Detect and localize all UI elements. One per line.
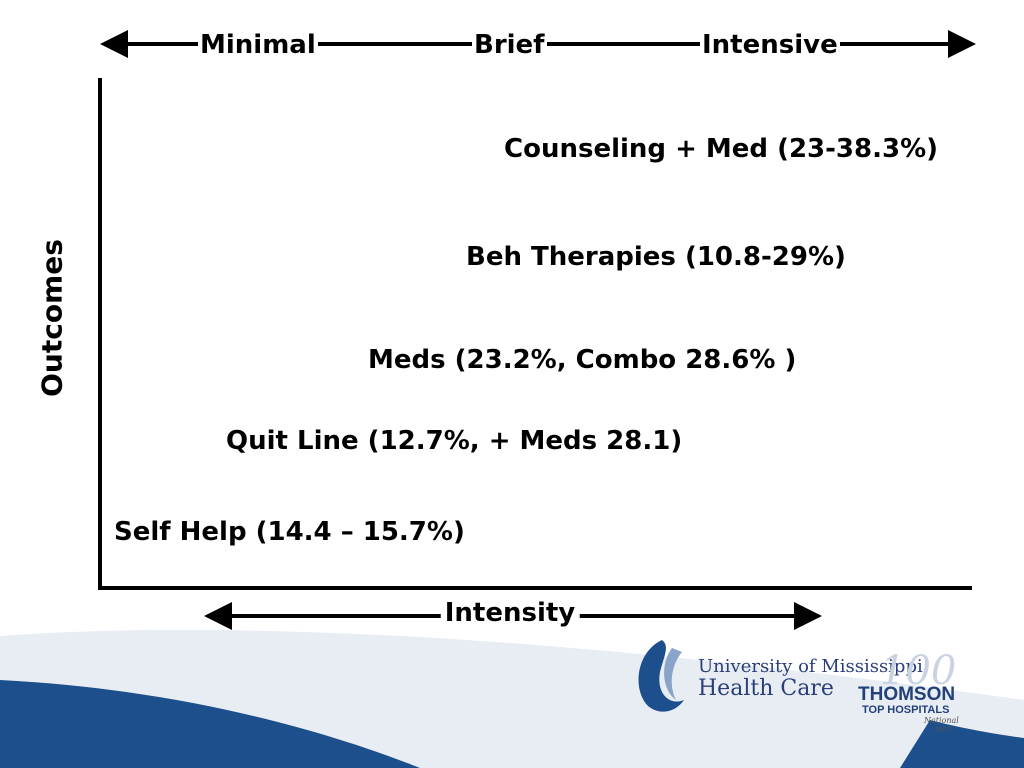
arrow-right-head <box>948 30 976 58</box>
item-counseling-med: Counseling + Med (23-38.3%) <box>504 134 939 164</box>
item-quit-line: Quit Line (12.7%, + Meds 28.1) <box>226 426 683 456</box>
footer-swoosh-blue-right <box>900 720 1024 768</box>
item-self-help: Self Help (14.4 – 15.7%) <box>114 517 465 547</box>
x-axis-label: Intensity <box>440 596 580 630</box>
thomson-logo-line1: THOMSON <box>858 684 956 705</box>
item-beh-therapies: Beh Therapies (10.8-29%) <box>466 242 846 272</box>
y-axis-label: Outcomes <box>35 239 69 397</box>
footer-swoosh-blue-left <box>0 680 420 768</box>
arrow-left-head <box>100 30 128 58</box>
thomson-100-mark: 100 <box>880 648 957 694</box>
scale-label-intensive: Intensive <box>700 28 840 62</box>
item-meds: Meds (23.2%, Combo 28.6% ) <box>368 345 797 375</box>
umhc-logo-line2: Health Care <box>698 676 834 701</box>
scale-label-minimal: Minimal <box>198 28 318 62</box>
scale-label-brief: Brief <box>472 28 547 62</box>
intensity-arrow-right-head <box>794 602 822 630</box>
intensity-arrow-left-head <box>204 602 232 630</box>
thomson-logo-line3: National <box>924 716 959 725</box>
umhc-logo-line1: University of Mississippi <box>698 656 923 677</box>
thomson-logo-year: 2007 <box>934 726 952 734</box>
thomson-logo-line2: TOP HOSPITALS <box>862 704 950 716</box>
umhc-logo-mark <box>638 640 684 712</box>
